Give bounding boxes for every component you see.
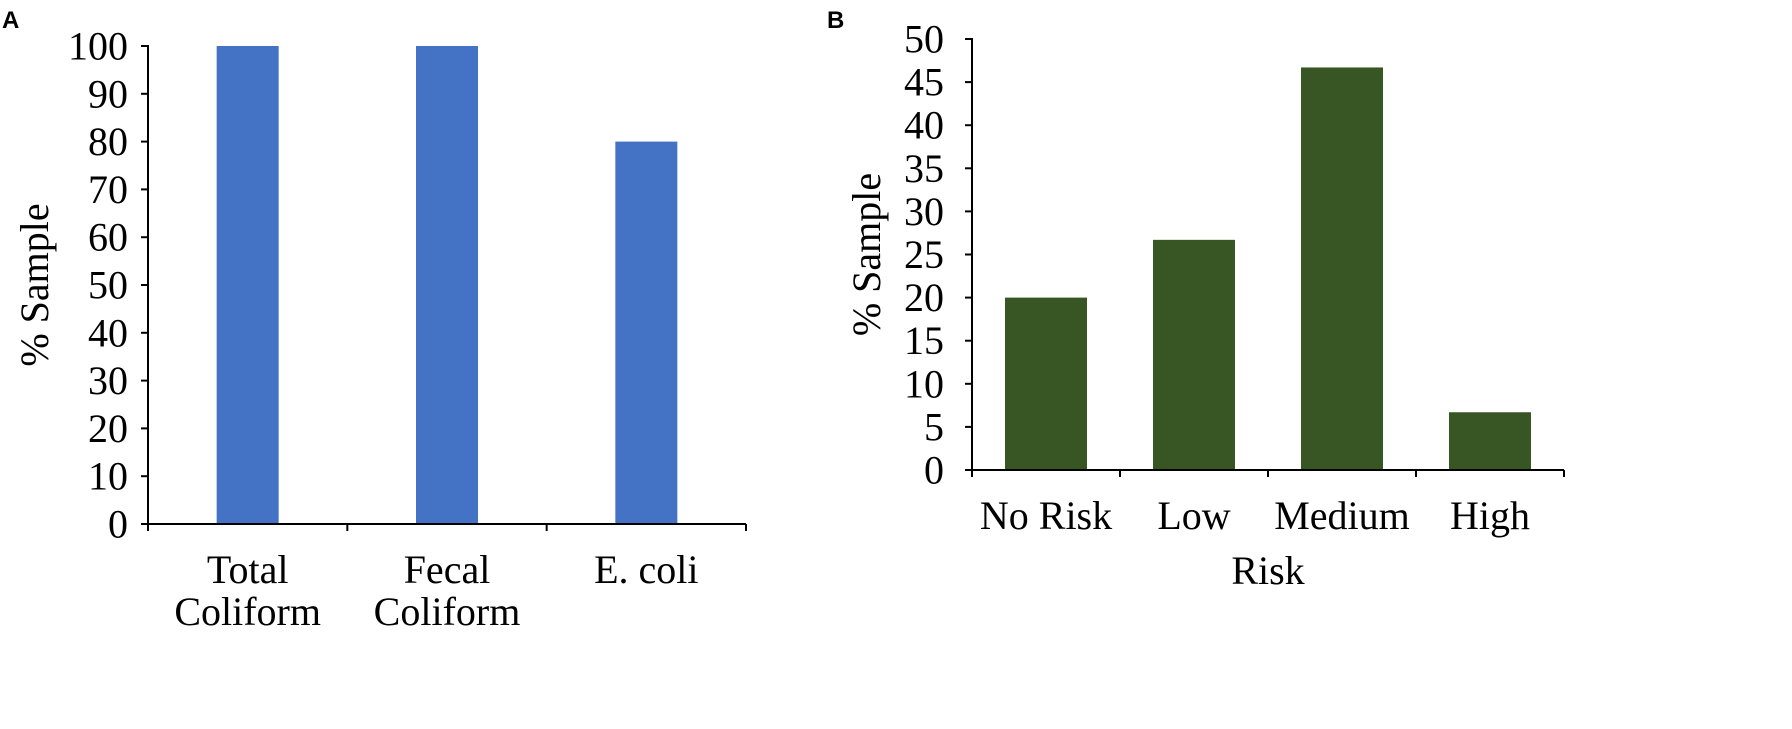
- chart-a-y-tick-label-20: 20: [88, 406, 128, 451]
- chart-b-bar-1: [1005, 297, 1087, 470]
- chart-b-x-axis-title: Risk: [1231, 548, 1304, 593]
- chart-a-bar-3: [615, 141, 678, 524]
- chart-a-category-label-2: Fecal Coliform: [374, 547, 521, 634]
- chart-a-panel-label: A: [2, 7, 19, 34]
- chart-b-category-label-4: High: [1450, 493, 1530, 538]
- chart-a-category-label-1: Total Coliform: [174, 547, 321, 634]
- chart-a-y-tick-label-70: 70: [88, 167, 128, 212]
- chart-b-bar-4: [1449, 412, 1531, 470]
- chart-b-y-tick-label-50: 50: [904, 17, 944, 62]
- chart-a-bar-2: [416, 46, 478, 524]
- chart-b-y-axis-title: % Sample: [844, 173, 889, 336]
- chart-a-bar-1: [216, 46, 279, 524]
- chart-b-y-tick-label-0: 0: [924, 448, 944, 493]
- chart-a-y-tick-label-10: 10: [88, 454, 128, 499]
- chart-a-y-tick-label-60: 60: [88, 215, 128, 260]
- chart-a-y-tick-label-90: 90: [88, 71, 128, 116]
- chart-b-y-tick-label-30: 30: [904, 189, 944, 234]
- chart-a-y-tick-label-100: 100: [68, 24, 128, 69]
- chart-b-panel-label: B: [827, 7, 844, 34]
- chart-b-y-tick-label-5: 5: [924, 404, 944, 449]
- chart-b-category-label-3: Medium: [1274, 493, 1410, 538]
- chart-b-y-tick-label-40: 40: [904, 103, 944, 148]
- chart-a-y-tick-label-30: 30: [88, 358, 128, 403]
- chart-b-y-tick-label-25: 25: [904, 232, 944, 277]
- chart-a-y-tick-label-40: 40: [88, 310, 128, 355]
- chart-a-y-tick-label-80: 80: [88, 119, 128, 164]
- chart-b-bar-2: [1153, 239, 1235, 470]
- chart-a-y-tick-label-50: 50: [88, 263, 128, 308]
- chart-a-y-axis-title: % Sample: [12, 203, 57, 366]
- chart-b-y-tick-label-15: 15: [904, 318, 944, 363]
- chart-b-y-tick-label-45: 45: [904, 60, 944, 105]
- chart-a-y-tick-label-0: 0: [108, 502, 128, 547]
- chart-b-category-label-1: No Risk: [980, 493, 1112, 538]
- chart-b-category-label-2: Low: [1157, 493, 1230, 538]
- chart-b-y-tick-label-10: 10: [904, 361, 944, 406]
- chart-b-y-tick-label-20: 20: [904, 275, 944, 320]
- chart-a-category-label-3: E. coli: [594, 547, 698, 592]
- chart-b-bar-3: [1301, 67, 1383, 471]
- chart-b-y-tick-label-35: 35: [904, 146, 944, 191]
